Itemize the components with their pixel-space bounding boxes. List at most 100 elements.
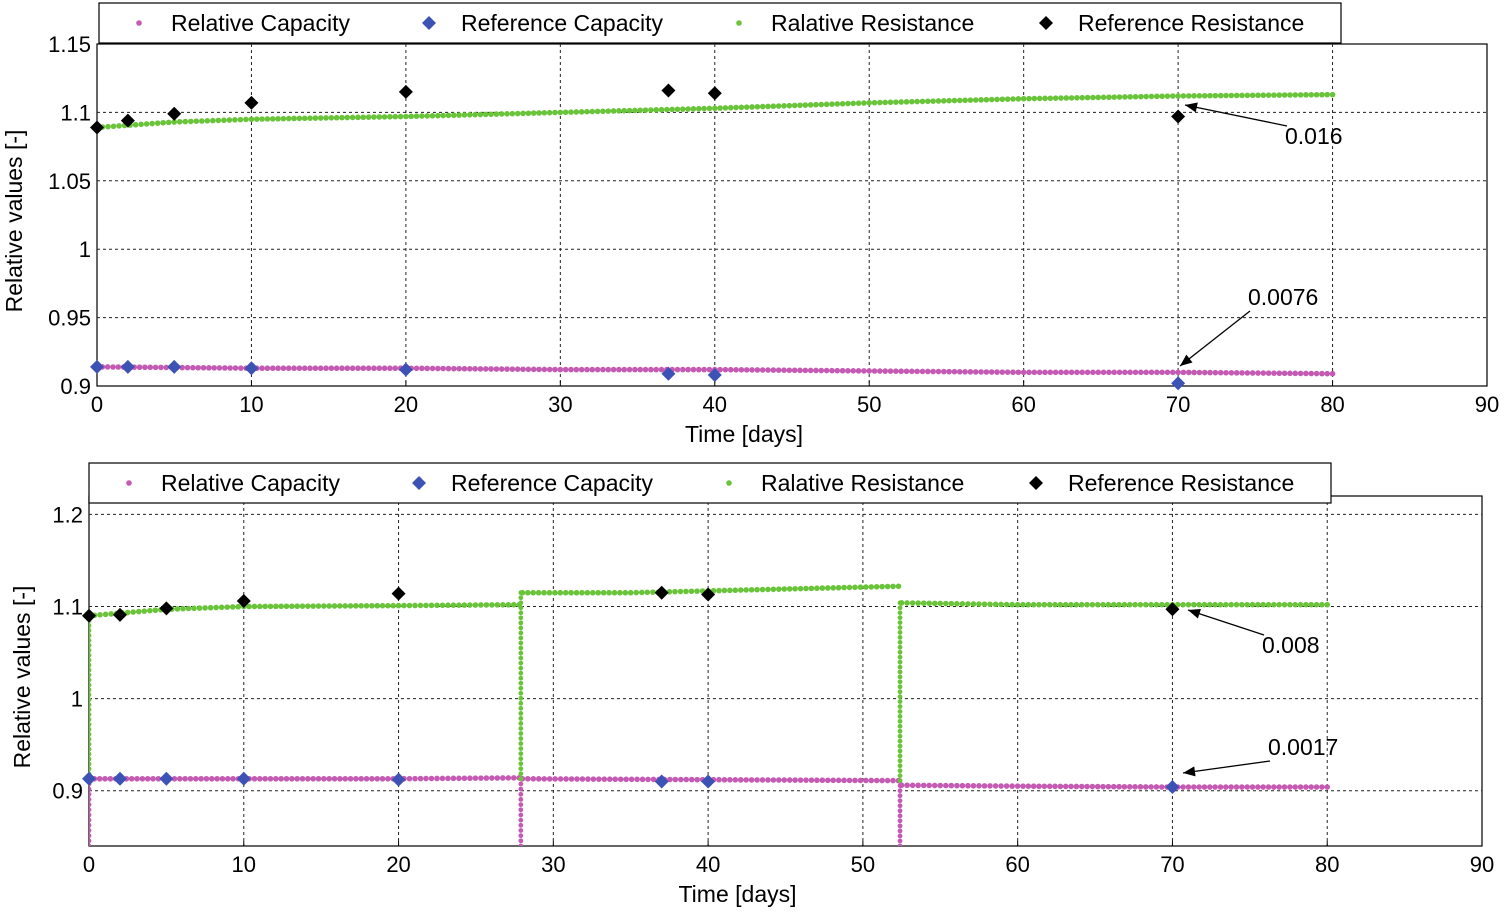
- reference-marker-reference-capacity: [701, 774, 716, 789]
- series-point-ralative-resistance: [835, 584, 842, 591]
- series-point-relative-capacity: [1255, 370, 1261, 376]
- legend-label: Reference Capacity: [451, 470, 653, 496]
- series-point-ralative-resistance: [1249, 92, 1256, 99]
- series-point-ralative-resistance: [1180, 93, 1187, 99]
- series-point-ralative-resistance: [1212, 601, 1218, 608]
- series-point-relative-capacity: [648, 366, 654, 373]
- series-point-ralative-resistance: [1276, 601, 1282, 608]
- series-point-ralative-resistance: [584, 589, 591, 596]
- series-point-relative-capacity: [1276, 370, 1283, 377]
- reference-marker-reference-capacity: [391, 772, 406, 787]
- series-point-ralative-resistance: [839, 100, 846, 107]
- series-drop-point-relative-capacity: [89, 807, 92, 813]
- series-point-relative-capacity: [824, 777, 831, 784]
- series-point-relative-capacity: [171, 775, 178, 782]
- series-point-ralative-resistance: [328, 115, 335, 121]
- series-point-relative-capacity: [211, 365, 217, 371]
- x-tick-label: 40: [703, 392, 727, 417]
- series-point-relative-capacity: [381, 365, 388, 372]
- series-point-ralative-resistance: [1154, 93, 1160, 100]
- series-drop-point-ralative-resistance: [897, 689, 903, 695]
- series-point-relative-capacity: [781, 777, 788, 783]
- series-point-relative-capacity: [349, 365, 356, 372]
- series-point-relative-capacity: [1169, 369, 1176, 376]
- series-point-ralative-resistance: [358, 603, 364, 609]
- series-point-ralative-resistance: [1308, 601, 1315, 608]
- series-point-relative-capacity: [600, 366, 606, 373]
- series-point-ralative-resistance: [1003, 601, 1010, 608]
- series-point-relative-capacity: [786, 777, 793, 783]
- series-drop-point-ralative-resistance: [89, 736, 92, 742]
- series-drop-point-ralative-resistance: [518, 660, 524, 666]
- series-point-relative-capacity: [1068, 783, 1074, 790]
- series-drop-point-ralative-resistance: [518, 731, 524, 736]
- series-point-relative-capacity: [296, 365, 303, 372]
- series-point-relative-capacity: [1143, 369, 1149, 376]
- series-point-relative-capacity: [759, 777, 766, 783]
- series-drop-point-ralative-resistance: [897, 773, 903, 779]
- series-point-ralative-resistance: [579, 589, 585, 596]
- series-point-ralative-resistance: [321, 603, 327, 609]
- series-point-relative-capacity: [552, 776, 558, 782]
- series-drop-point-ralative-resistance: [518, 670, 524, 676]
- series-point-ralative-resistance: [1094, 601, 1101, 608]
- series-point-relative-capacity: [1329, 370, 1336, 377]
- series-point-ralative-resistance: [1068, 95, 1075, 101]
- series-point-ralative-resistance: [440, 112, 446, 119]
- series-point-ralative-resistance: [530, 110, 537, 116]
- series-point-ralative-resistance: [1138, 93, 1144, 100]
- series-point-ralative-resistance: [829, 101, 835, 107]
- series-point-ralative-resistance: [940, 98, 947, 104]
- reference-marker-reference-capacity: [236, 771, 251, 786]
- series-point-relative-capacity: [1138, 369, 1144, 376]
- series-point-ralative-resistance: [1174, 601, 1181, 608]
- series-point-relative-capacity: [142, 364, 148, 371]
- x-tick-label: 0: [91, 392, 103, 417]
- series-point-relative-capacity: [574, 776, 580, 782]
- series-point-ralative-resistance: [149, 120, 155, 127]
- series-point-ralative-resistance: [754, 103, 761, 110]
- y-tick-label: 1.15: [48, 32, 91, 57]
- annotation-label: 0.0017: [1268, 734, 1338, 760]
- series-point-ralative-resistance: [1052, 95, 1059, 101]
- series-point-ralative-resistance: [456, 112, 462, 118]
- series-point-ralative-resistance: [992, 601, 999, 608]
- series-point-relative-capacity: [214, 775, 220, 782]
- series-drop-point-relative-capacity: [89, 838, 92, 844]
- series-point-ralative-resistance: [1116, 601, 1122, 608]
- series-drop-point-ralative-resistance: [89, 751, 92, 757]
- series-point-ralative-resistance: [791, 102, 798, 109]
- series-point-relative-capacity: [1137, 784, 1144, 790]
- series-point-relative-capacity: [478, 775, 484, 781]
- series-point-relative-capacity: [440, 365, 446, 372]
- series-point-ralative-resistance: [948, 600, 955, 607]
- series-point-relative-capacity: [1271, 370, 1277, 376]
- series-point-ralative-resistance: [562, 589, 569, 596]
- series-drop-point-ralative-resistance: [518, 705, 524, 711]
- series-point-relative-capacity: [994, 369, 1000, 375]
- series-point-relative-capacity: [738, 367, 745, 373]
- series-point-relative-capacity: [563, 776, 569, 782]
- series-point-relative-capacity: [568, 776, 575, 782]
- annotation-arrowhead: [1185, 102, 1198, 113]
- series-point-ralative-resistance: [1105, 601, 1112, 608]
- series-point-relative-capacity: [1185, 784, 1192, 790]
- reference-marker-reference-capacity: [398, 362, 413, 377]
- series-point-ralative-resistance: [1190, 601, 1197, 608]
- series-drop-point-relative-capacity: [518, 781, 524, 787]
- series-point-ralative-resistance: [132, 121, 139, 128]
- series-drop-point-ralative-resistance: [897, 743, 903, 749]
- series-point-ralative-resistance: [191, 605, 197, 612]
- series-point-ralative-resistance: [347, 603, 354, 609]
- series-point-relative-capacity: [807, 367, 814, 374]
- series-point-ralative-resistance: [269, 116, 276, 122]
- series-drop-point-relative-capacity: [89, 812, 92, 818]
- series-point-relative-capacity: [1249, 370, 1256, 376]
- series-point-ralative-resistance: [1297, 92, 1304, 98]
- annotation-arrow: [1182, 760, 1271, 774]
- series-point-relative-capacity: [192, 775, 199, 782]
- x-tick-label: 0: [83, 852, 95, 877]
- series-point-ralative-resistance: [749, 104, 755, 110]
- series-point-ralative-resistance: [658, 106, 665, 113]
- series-point-ralative-resistance: [337, 603, 343, 609]
